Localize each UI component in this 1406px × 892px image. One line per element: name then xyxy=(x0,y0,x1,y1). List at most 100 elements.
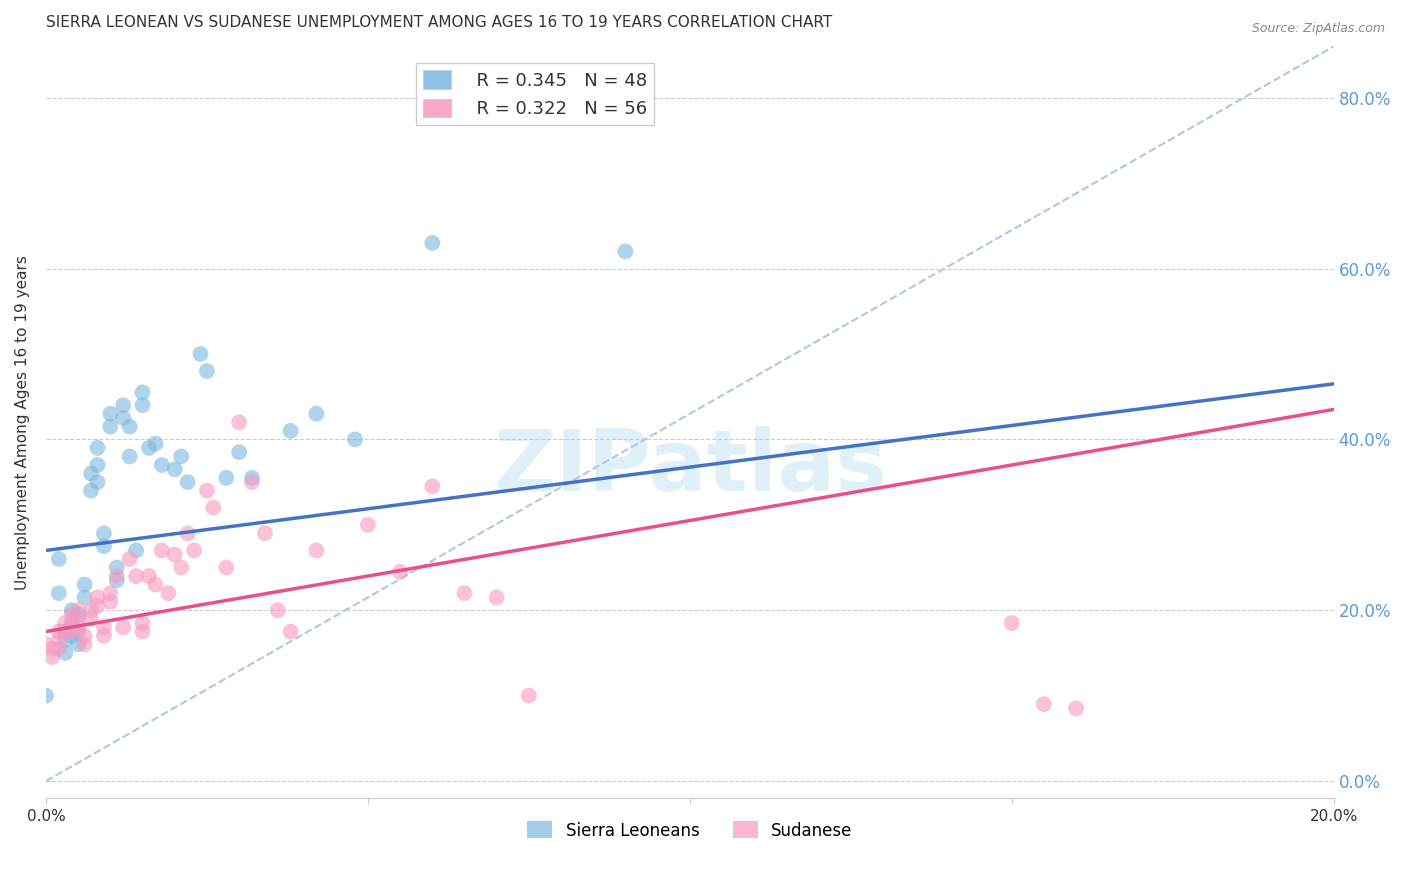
Point xyxy=(240,471,263,485)
Point xyxy=(53,633,76,648)
Point xyxy=(125,543,148,558)
Point xyxy=(215,560,238,574)
Point xyxy=(131,398,153,412)
Point xyxy=(163,462,186,476)
Point xyxy=(485,591,508,605)
Point xyxy=(517,689,540,703)
Point xyxy=(138,441,160,455)
Point xyxy=(67,637,90,651)
Point xyxy=(118,552,141,566)
Point xyxy=(48,641,70,656)
Point xyxy=(305,543,328,558)
Y-axis label: Unemployment Among Ages 16 to 19 years: Unemployment Among Ages 16 to 19 years xyxy=(15,255,30,590)
Point xyxy=(80,603,103,617)
Point xyxy=(98,586,121,600)
Point xyxy=(202,500,225,515)
Point xyxy=(93,620,115,634)
Point xyxy=(53,624,76,639)
Point xyxy=(1001,615,1024,630)
Point xyxy=(48,586,70,600)
Point xyxy=(253,526,276,541)
Point xyxy=(170,450,193,464)
Point xyxy=(176,526,198,541)
Point xyxy=(98,419,121,434)
Point xyxy=(614,244,637,259)
Text: SIERRA LEONEAN VS SUDANESE UNEMPLOYMENT AMONG AGES 16 TO 19 YEARS CORRELATION CH: SIERRA LEONEAN VS SUDANESE UNEMPLOYMENT … xyxy=(46,15,832,30)
Point xyxy=(145,577,167,591)
Point xyxy=(112,398,135,412)
Point xyxy=(195,483,218,498)
Point xyxy=(150,543,173,558)
Point xyxy=(453,586,475,600)
Point xyxy=(176,475,198,489)
Point xyxy=(105,560,128,574)
Point xyxy=(60,629,83,643)
Legend: Sierra Leoneans, Sudanese: Sierra Leoneans, Sudanese xyxy=(520,814,859,847)
Point xyxy=(67,624,90,639)
Point xyxy=(67,607,90,622)
Point xyxy=(53,624,76,639)
Point xyxy=(145,436,167,450)
Point xyxy=(98,595,121,609)
Point xyxy=(73,637,96,651)
Point xyxy=(1032,697,1054,711)
Point xyxy=(60,624,83,639)
Point xyxy=(389,565,412,579)
Point xyxy=(163,548,186,562)
Point xyxy=(131,385,153,400)
Point xyxy=(357,517,380,532)
Point xyxy=(280,424,302,438)
Point xyxy=(35,689,58,703)
Point xyxy=(1064,701,1087,715)
Point xyxy=(80,467,103,481)
Point xyxy=(215,471,238,485)
Point xyxy=(240,475,263,489)
Point xyxy=(150,458,173,472)
Point xyxy=(53,615,76,630)
Point xyxy=(67,620,90,634)
Point xyxy=(125,569,148,583)
Point xyxy=(131,624,153,639)
Point xyxy=(228,415,250,429)
Point xyxy=(105,574,128,588)
Point xyxy=(86,441,108,455)
Point xyxy=(41,650,63,665)
Point xyxy=(157,586,180,600)
Point xyxy=(118,419,141,434)
Point xyxy=(112,411,135,425)
Point xyxy=(190,347,212,361)
Point xyxy=(73,591,96,605)
Point xyxy=(48,552,70,566)
Point xyxy=(60,603,83,617)
Point xyxy=(183,543,205,558)
Point xyxy=(105,569,128,583)
Point xyxy=(48,633,70,648)
Point xyxy=(420,235,443,250)
Point xyxy=(170,560,193,574)
Point xyxy=(67,603,90,617)
Point xyxy=(343,433,366,447)
Point xyxy=(48,624,70,639)
Point xyxy=(60,607,83,622)
Point xyxy=(73,577,96,591)
Point xyxy=(80,612,103,626)
Point xyxy=(41,641,63,656)
Point xyxy=(98,407,121,421)
Point xyxy=(93,526,115,541)
Point xyxy=(93,629,115,643)
Point xyxy=(420,479,443,493)
Point xyxy=(267,603,290,617)
Point xyxy=(118,450,141,464)
Point xyxy=(86,475,108,489)
Point xyxy=(138,569,160,583)
Point xyxy=(131,615,153,630)
Point xyxy=(67,612,90,626)
Point xyxy=(80,483,103,498)
Point xyxy=(86,599,108,613)
Point xyxy=(228,445,250,459)
Point xyxy=(93,539,115,553)
Text: Source: ZipAtlas.com: Source: ZipAtlas.com xyxy=(1251,22,1385,36)
Point xyxy=(86,591,108,605)
Point xyxy=(73,629,96,643)
Point xyxy=(86,458,108,472)
